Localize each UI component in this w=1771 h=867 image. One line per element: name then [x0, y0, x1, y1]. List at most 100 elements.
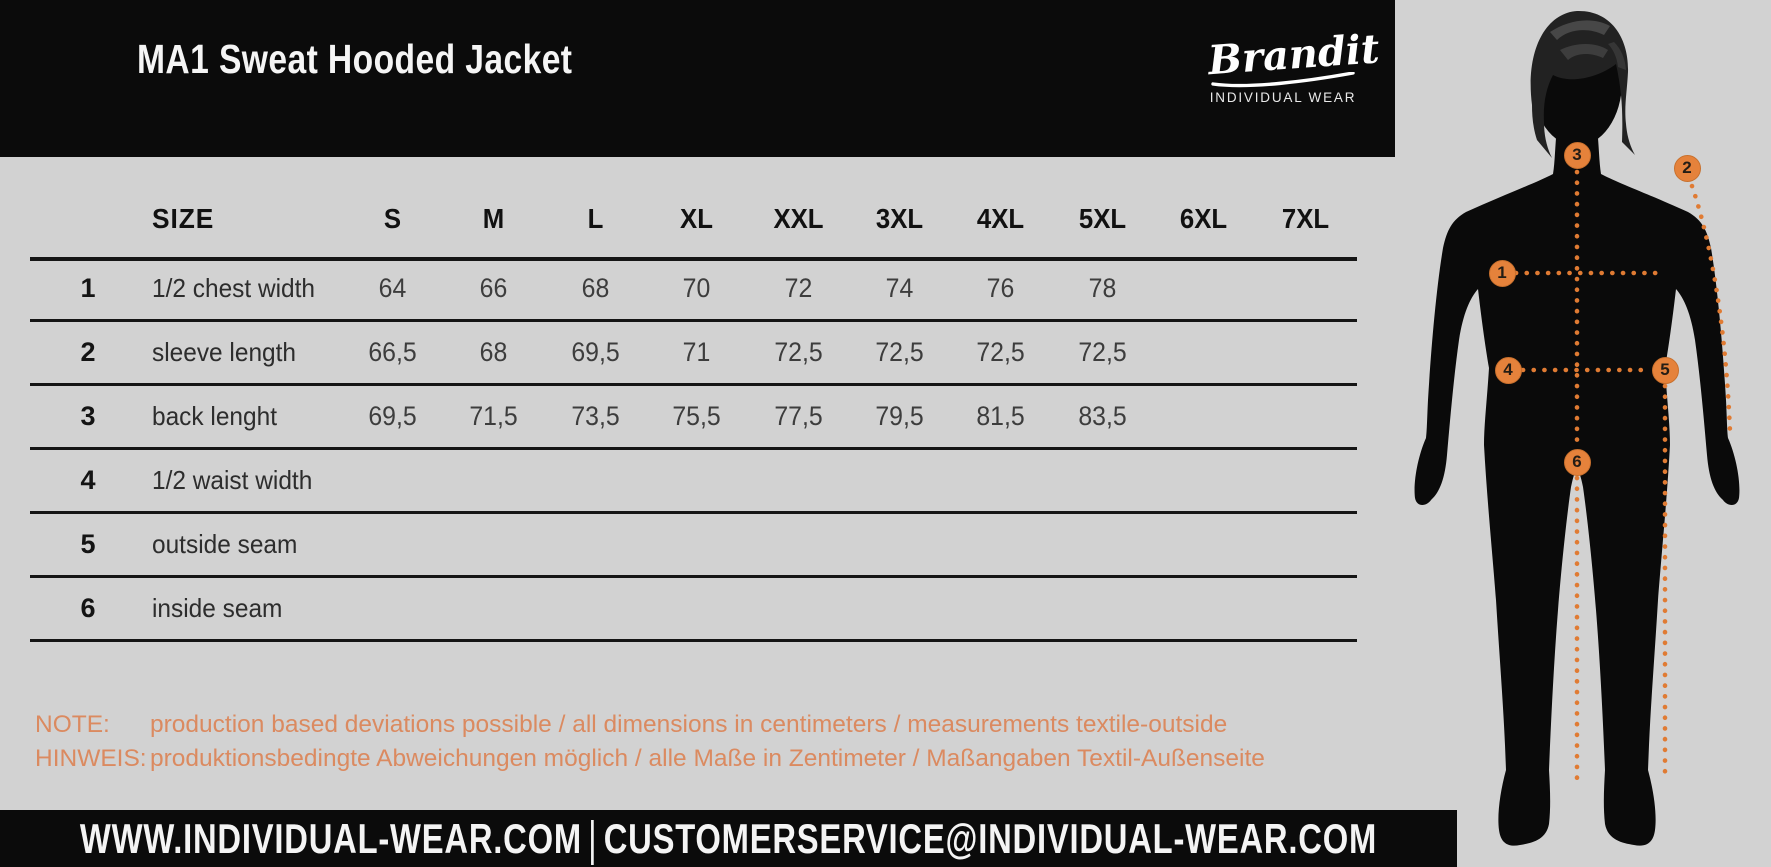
row-label: 1/2 chest width [152, 273, 316, 303]
header-bar: MA1 Sweat Hooded Jacket Brandit INDIVIDU… [0, 0, 1395, 157]
measurement-value [853, 578, 946, 639]
measure-marker-3: 3 [1563, 141, 1591, 169]
measurement-value [1259, 450, 1352, 511]
measurement-value [549, 514, 642, 575]
row-label: outside seam [152, 529, 298, 559]
measurement-value: 78 [1088, 273, 1117, 303]
row-label: 1/2 waist width [152, 465, 313, 495]
measurement-value: 72,5 [1078, 337, 1127, 367]
measurement-value [752, 450, 845, 511]
measurement-value [1056, 578, 1149, 639]
row-number: 5 [80, 529, 96, 559]
measurement-value [447, 514, 540, 575]
row-number: 6 [80, 593, 96, 623]
measurement-value [752, 514, 845, 575]
measurement-value [1157, 514, 1250, 575]
footer-website: WWW.INDIVIDUAL-WEAR.COM [79, 814, 582, 862]
size-column-7XL: 7XL [1281, 202, 1329, 234]
measurement-value: 71 [682, 337, 711, 367]
measurement-value: 68 [480, 337, 508, 367]
note-line-en: NOTE: production based deviations possibl… [35, 711, 1227, 739]
measurement-value: 81,5 [976, 401, 1026, 431]
measurement-value: 75,5 [672, 401, 721, 431]
measurement-value [1259, 578, 1352, 639]
measurement-value [650, 514, 743, 575]
measurement-value: 76 [987, 273, 1015, 303]
size-table-header-row: SIZE S M L XL XXL 3XL 4XL 5XL 6XL 7XL [30, 180, 1357, 261]
measurement-value [346, 578, 439, 639]
measurement-value: 77,5 [773, 401, 823, 431]
measurement-value [1056, 450, 1149, 511]
size-column-4XL: 4XL [977, 202, 1025, 234]
hinweis-label: HINWEIS: [35, 745, 147, 772]
measurement-value [650, 578, 743, 639]
measurement-value [1056, 514, 1149, 575]
measurement-value [1157, 386, 1250, 447]
measure-marker-6: 6 [1563, 448, 1591, 476]
measurement-value: 70 [682, 273, 711, 303]
measurement-value [549, 450, 642, 511]
size-table: SIZE S M L XL XXL 3XL 4XL 5XL 6XL 7XL 1 1/2 chest … [30, 180, 1357, 645]
measure-marker-1: 1 [1488, 259, 1516, 287]
brand-logo-underline-swash [1211, 72, 1355, 88]
size-column-M: M [483, 202, 505, 234]
table-row-4: 4 1/2 waist width [30, 450, 1357, 514]
measurement-value [1259, 258, 1352, 319]
measurement-value: 69,5 [368, 401, 417, 431]
measurement-value: 83,5 [1078, 401, 1127, 431]
note-label: NOTE: [35, 711, 110, 738]
measurement-value: 72 [784, 273, 812, 303]
measurement-value: 72,5 [875, 337, 924, 367]
note-text: production based deviations possible / a… [150, 711, 1228, 738]
size-column-XL: XL [680, 202, 714, 234]
measurement-value [954, 578, 1047, 639]
measurement-value [853, 514, 946, 575]
footer-email: CUSTOMERSERVICE@INDIVIDUAL-WEAR.COM [603, 814, 1378, 862]
measurement-value [1157, 258, 1250, 319]
row-label: inside seam [152, 593, 283, 623]
measurement-value: 69,5 [571, 337, 620, 367]
size-column-6XL: 6XL [1180, 202, 1228, 234]
row-number: 4 [80, 465, 96, 495]
size-column-XXL: XXL [773, 202, 824, 234]
size-column-3XL: 3XL [875, 202, 924, 234]
body-measurement-figure: 1 2 3 4 5 6 [1400, 0, 1771, 867]
table-row-6: 6 inside seam [30, 578, 1357, 642]
footer-separator: | [588, 810, 598, 865]
size-column-header: SIZE [152, 202, 215, 234]
row-number: 1 [80, 273, 96, 303]
measurement-value: 72,5 [976, 337, 1026, 367]
table-row-2: 2 sleeve length 66,5 68 69,5 71 72,5 72,5 72,5 72… [30, 322, 1357, 386]
measurement-value [1157, 450, 1250, 511]
row-label: sleeve length [152, 337, 297, 367]
measurement-value [752, 578, 845, 639]
footer-bar: WWW.INDIVIDUAL-WEAR.COM | CUSTOMERSERVICE@… [0, 810, 1457, 867]
measurement-value [650, 450, 743, 511]
measurement-value: 72,5 [773, 337, 823, 367]
measure-marker-2: 2 [1673, 154, 1701, 182]
size-column-5XL: 5XL [1078, 202, 1126, 234]
measurement-value [346, 514, 439, 575]
row-number: 3 [80, 401, 96, 431]
footer-contact: WWW.INDIVIDUAL-WEAR.COM | CUSTOMERSERVICE@… [79, 811, 1378, 865]
measurement-value: 73,5 [571, 401, 620, 431]
measurement-value: 71,5 [469, 401, 519, 431]
measurement-value [954, 450, 1047, 511]
measurement-value: 79,5 [875, 401, 924, 431]
size-column-S: S [383, 202, 402, 234]
measurement-value: 68 [581, 273, 610, 303]
brand-logo: Brandit INDIVIDUAL WEAR [1207, 25, 1381, 105]
brand-tagline: INDIVIDUAL WEAR [1209, 90, 1357, 105]
table-row-3: 3 back lenght 69,5 71,5 73,5 75,5 77,5 79,5 81,5… [30, 386, 1357, 450]
measure-marker-4: 4 [1494, 356, 1522, 384]
measurement-value: 74 [885, 273, 914, 303]
measurement-value [1259, 514, 1352, 575]
measurement-value [346, 450, 439, 511]
table-row-1: 1 1/2 chest width 64 66 68 70 72 74 76 78 [30, 258, 1357, 322]
measurement-value: 66,5 [368, 337, 417, 367]
measurement-value [1157, 578, 1250, 639]
hinweis-text: produktionsbedingte Abweichungen möglich… [150, 745, 1265, 772]
measurement-value [954, 514, 1047, 575]
measurement-value [447, 578, 540, 639]
body-silhouette [1414, 10, 1740, 846]
